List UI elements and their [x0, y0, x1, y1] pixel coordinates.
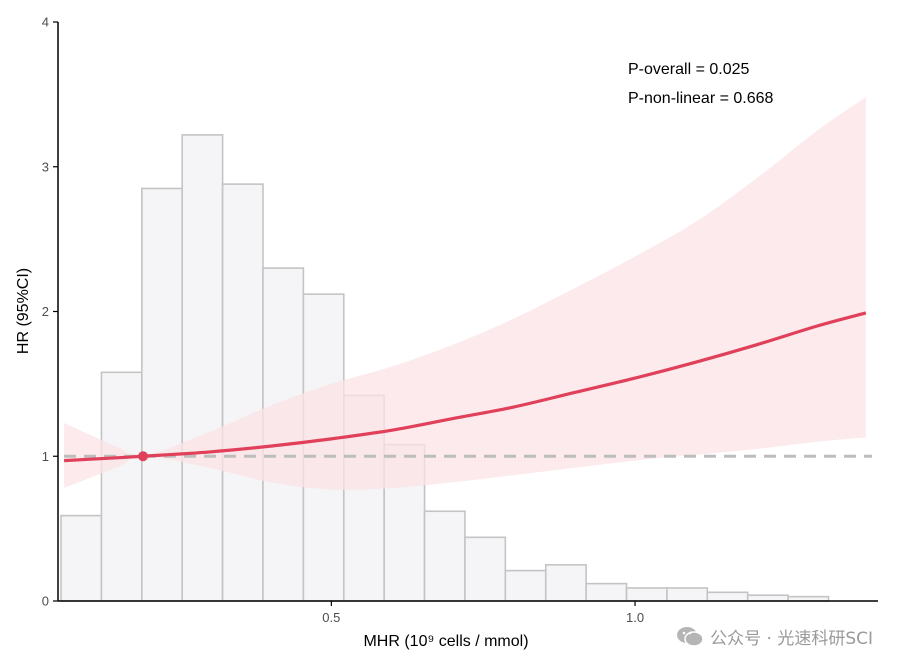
p-nonlinear-label: P-non-linear = 0.668	[628, 90, 774, 107]
histogram-bar	[181, 134, 224, 602]
x-ticks: 0.5 1.0	[322, 601, 644, 625]
histogram-bar	[141, 187, 184, 602]
histogram-bar	[746, 594, 789, 602]
ci-band	[64, 97, 866, 490]
y-tick-label: 2	[42, 304, 49, 319]
histogram-bar	[544, 564, 587, 602]
histogram-bar	[585, 582, 628, 602]
histogram-bar	[504, 569, 547, 602]
y-tick-label: 3	[42, 159, 49, 174]
histogram-bars	[60, 134, 830, 602]
histogram-bar	[706, 591, 749, 602]
wechat-icon	[676, 626, 704, 648]
watermark: 公众号 · 光速科研SCI	[676, 624, 873, 649]
reference-point	[138, 451, 149, 462]
y-ticks: 0 1 2 3 4	[42, 15, 58, 609]
hr-curve	[63, 311, 867, 463]
x-axis-title: MHR (10⁹ cells / mmol)	[363, 633, 528, 650]
histogram-bar	[100, 371, 143, 602]
histogram-bar	[60, 514, 103, 602]
x-tick-label: 0.5	[322, 610, 340, 625]
p-overall-label: P-overall = 0.025	[628, 61, 750, 78]
histogram-bar	[423, 510, 466, 602]
y-tick-label: 4	[42, 15, 49, 30]
x-tick-label: 1.0	[626, 610, 644, 625]
histogram-bar	[221, 183, 264, 602]
y-axis-title: HR (95%CI)	[15, 268, 32, 354]
y-tick-label: 1	[42, 449, 49, 464]
y-tick-label: 0	[42, 594, 49, 609]
watermark-text: 公众号 · 光速科研SCI	[710, 629, 873, 649]
histogram-bar	[464, 536, 507, 602]
histogram-bar	[666, 587, 709, 602]
histogram-bar	[625, 587, 668, 602]
